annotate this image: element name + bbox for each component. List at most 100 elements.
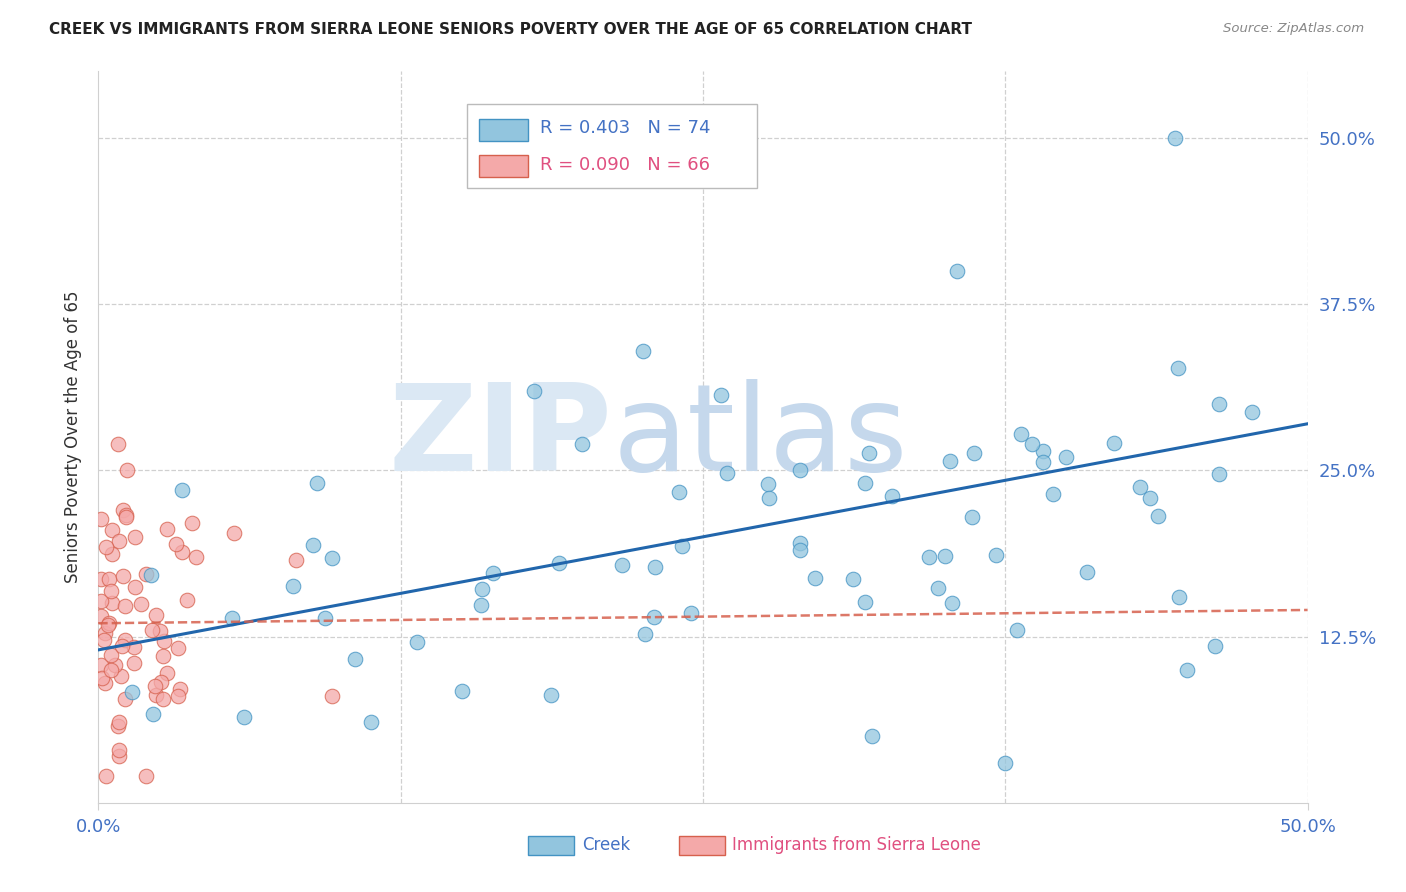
Point — [1007, 623, 1029, 637]
Point — [716, 466, 738, 480]
Point — [283, 579, 305, 593]
Point — [681, 607, 703, 621]
Point — [169, 682, 191, 697]
Point — [152, 692, 174, 706]
Point — [90, 572, 112, 586]
Point — [90, 511, 112, 525]
Point — [644, 559, 666, 574]
Point — [1102, 436, 1125, 450]
Point — [153, 633, 176, 648]
Point — [107, 718, 129, 732]
Point — [101, 547, 124, 561]
Point — [90, 657, 112, 672]
Point — [221, 611, 243, 625]
Point — [115, 509, 138, 524]
Text: atlas: atlas — [613, 378, 908, 496]
Point — [117, 463, 139, 477]
Point — [167, 689, 190, 703]
Point — [129, 597, 152, 611]
Point — [135, 566, 157, 581]
Y-axis label: Seniors Poverty Over the Age of 65: Seniors Poverty Over the Age of 65 — [65, 291, 83, 583]
Point — [860, 729, 883, 743]
Point — [842, 572, 865, 586]
Point — [165, 537, 187, 551]
Point — [122, 640, 145, 654]
Point — [405, 635, 427, 649]
Point — [100, 648, 122, 663]
Point — [451, 684, 474, 698]
Text: R = 0.090   N = 66: R = 0.090 N = 66 — [540, 156, 710, 174]
Point — [643, 610, 665, 624]
Point — [149, 624, 172, 638]
Point — [110, 639, 132, 653]
Point — [918, 550, 941, 565]
Point — [1032, 444, 1054, 458]
Point — [1129, 480, 1152, 494]
Text: Creek: Creek — [582, 836, 630, 855]
Point — [1163, 131, 1185, 145]
Point — [756, 476, 779, 491]
Point — [314, 610, 336, 624]
Point — [789, 543, 811, 558]
Text: Immigrants from Sierra Leone: Immigrants from Sierra Leone — [733, 836, 981, 855]
FancyBboxPatch shape — [479, 155, 527, 178]
Point — [789, 463, 811, 477]
Text: CREEK VS IMMIGRANTS FROM SIERRA LEONE SENIORS POVERTY OVER THE AGE OF 65 CORRELA: CREEK VS IMMIGRANTS FROM SIERRA LEONE SE… — [49, 22, 972, 37]
Point — [789, 535, 811, 549]
Point — [156, 665, 179, 680]
Point — [224, 526, 246, 541]
Point — [141, 623, 163, 637]
Point — [114, 692, 136, 706]
Point — [1204, 640, 1226, 654]
Point — [986, 548, 1008, 562]
Point — [671, 539, 693, 553]
Point — [1076, 566, 1098, 580]
FancyBboxPatch shape — [679, 837, 724, 855]
Point — [612, 558, 634, 573]
Point — [112, 569, 135, 583]
Point — [710, 388, 733, 402]
Point — [90, 609, 112, 624]
Point — [855, 595, 877, 609]
Point — [523, 384, 546, 398]
Point — [1011, 426, 1033, 441]
Text: R = 0.403   N = 74: R = 0.403 N = 74 — [540, 120, 710, 137]
Point — [100, 523, 122, 537]
Point — [934, 549, 956, 564]
Point — [962, 510, 984, 524]
Point — [90, 593, 112, 607]
Point — [963, 445, 986, 459]
Point — [1032, 454, 1054, 468]
Point — [302, 538, 325, 552]
Point — [1208, 397, 1230, 411]
Point — [104, 657, 127, 672]
Point — [853, 475, 876, 490]
Point — [94, 625, 117, 640]
Point — [232, 709, 254, 723]
Point — [107, 534, 129, 549]
Point — [108, 742, 131, 756]
Point — [1175, 663, 1198, 677]
Point — [471, 582, 494, 596]
Point — [124, 580, 146, 594]
Point — [631, 343, 654, 358]
Point — [121, 685, 143, 699]
Point — [145, 608, 167, 623]
Point — [108, 715, 131, 730]
Point — [149, 674, 172, 689]
Point — [115, 508, 138, 523]
Point — [176, 593, 198, 607]
Point — [98, 572, 121, 586]
Point — [152, 648, 174, 663]
Point — [181, 516, 204, 531]
Point — [114, 633, 136, 648]
Point — [470, 598, 492, 612]
Point — [1054, 450, 1077, 464]
Point — [143, 679, 166, 693]
Point — [668, 485, 690, 500]
Text: ZIP: ZIP — [388, 378, 613, 496]
Point — [145, 688, 167, 702]
Point — [100, 584, 122, 599]
Point — [804, 571, 827, 585]
Point — [927, 581, 949, 595]
